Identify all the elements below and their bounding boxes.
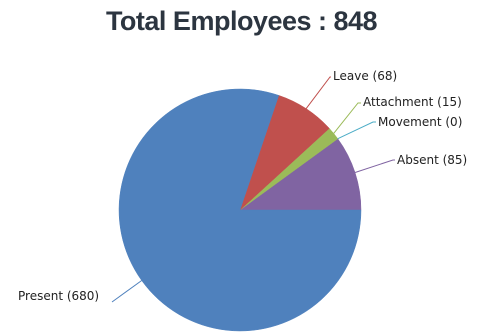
slice-label-leave: Leave (68) [333, 69, 397, 83]
pie-slice-present [118, 88, 362, 332]
chart-title: Total Employees : 848 [105, 6, 378, 36]
leader-line-absent [354, 159, 395, 173]
leader-line-movement [337, 121, 376, 140]
leader-line-present [111, 280, 142, 303]
slice-label-movement: Movement (0) [378, 115, 462, 129]
slice-label-present: Present (680) [18, 289, 99, 303]
pie-slices [118, 88, 362, 332]
pie-slice-absent [239, 138, 362, 211]
leader-line-leave [305, 76, 331, 110]
slice-label-absent: Absent (85) [397, 153, 467, 167]
leader-lines [111, 76, 395, 303]
leader-line-attachment [333, 102, 361, 134]
slice-labels: Absent (85) Movement (0) Attachment (15) Le… [18, 69, 467, 303]
slice-label-attachment: Attachment (15) [363, 95, 462, 109]
